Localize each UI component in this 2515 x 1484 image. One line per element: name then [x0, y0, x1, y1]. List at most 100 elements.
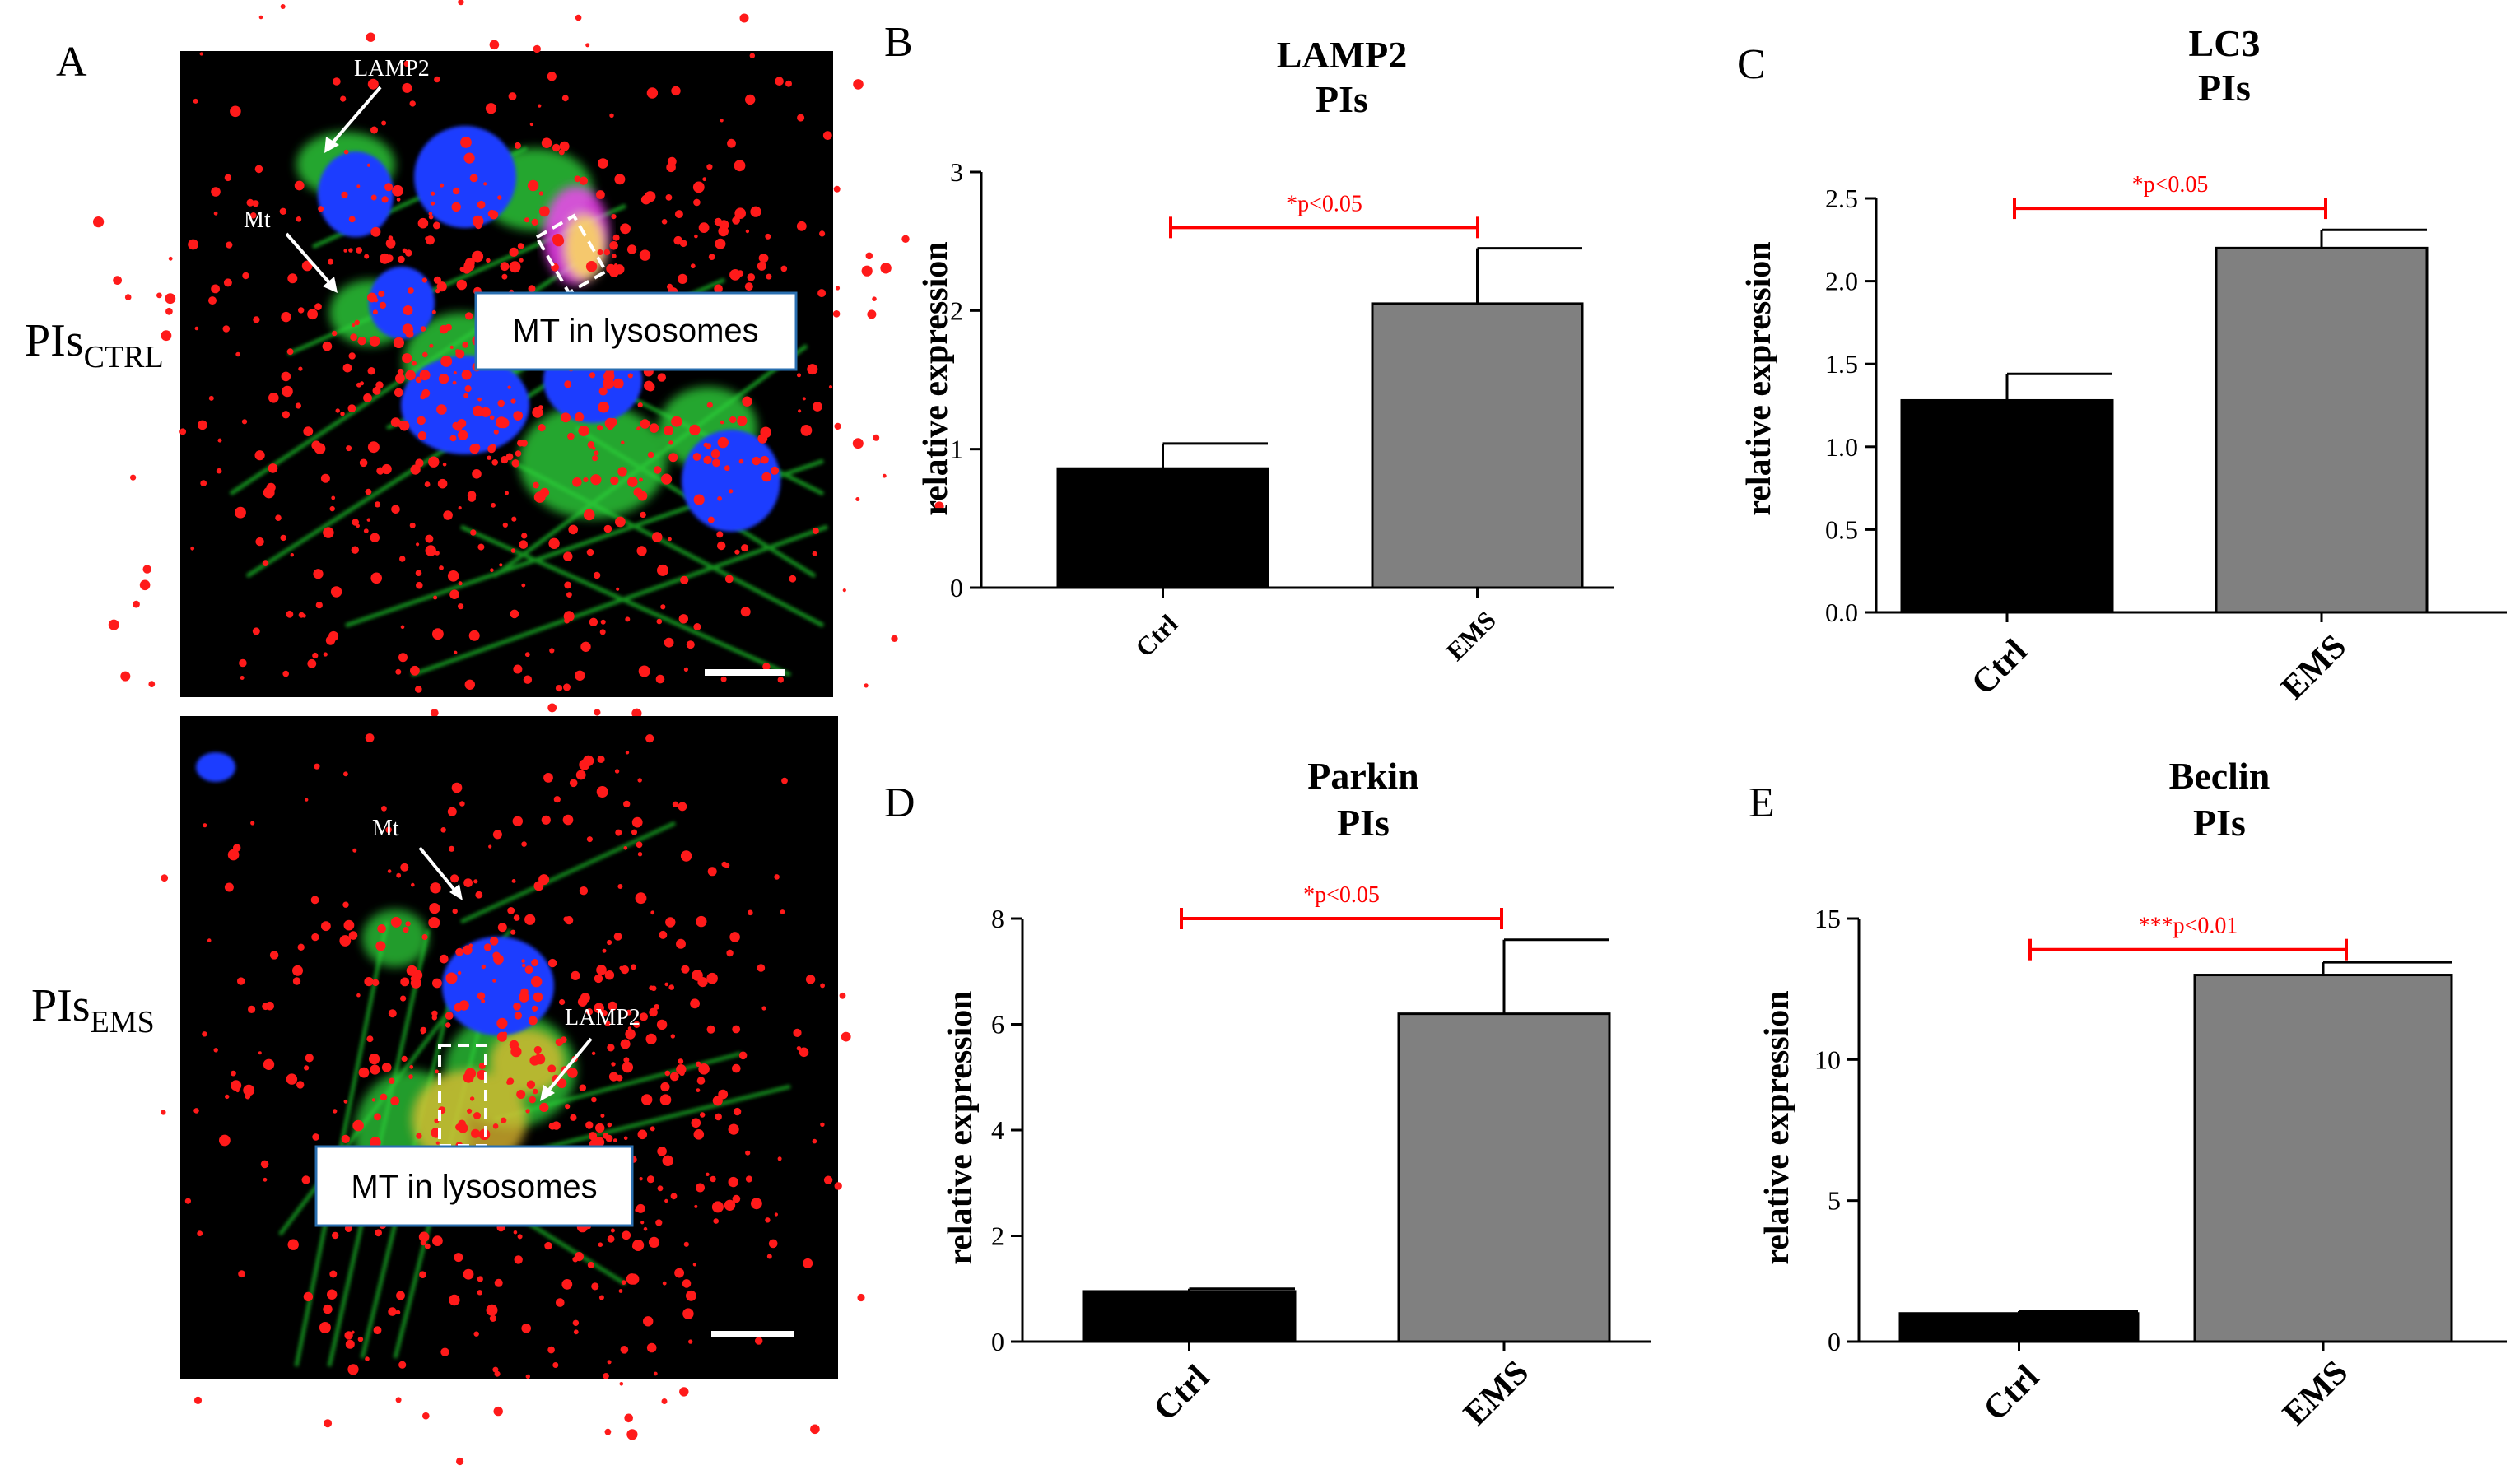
mitochondrion-dot: [525, 1109, 530, 1114]
mitochondrion-dot: [796, 1046, 802, 1051]
mitochondrion-dot: [493, 1406, 503, 1417]
mitochondrion-dot: [245, 1093, 251, 1100]
mitochondrion-dot: [807, 364, 818, 375]
mitochondrion-dot: [566, 592, 572, 598]
mitochondrion-dot: [559, 998, 566, 1006]
mitochondrion-dot: [333, 1109, 338, 1114]
mitochondrion-dot: [517, 1234, 523, 1240]
mitochondrion-dot: [372, 309, 378, 315]
mitochondrion-dot: [463, 393, 469, 398]
mitochondrion-dot: [510, 929, 516, 935]
mitochondrion-dot: [502, 1031, 508, 1036]
mitochondrion-dot: [689, 424, 701, 436]
mitochondrion-dot: [356, 184, 361, 188]
y-tick-label: 0: [991, 1327, 1004, 1356]
mitochondrion-dot: [646, 1342, 657, 1353]
y-tick-label: 8: [991, 904, 1004, 933]
mitochondrion-dot: [539, 1102, 549, 1112]
mitochondrion-dot: [359, 458, 368, 468]
panel-letter: E: [1749, 779, 1775, 826]
mitochondrion-dot: [572, 477, 582, 487]
mitochondrion-dot: [320, 473, 330, 483]
mitochondrion-dot: [343, 149, 349, 155]
mitochondrion-dot: [108, 619, 119, 630]
mitochondrion-dot: [646, 1175, 655, 1184]
mitochondrion-dot: [587, 1262, 594, 1268]
mitochondrion-dot: [617, 467, 627, 477]
mitochondrion-dot: [659, 1094, 672, 1105]
mitochondrion-dot: [762, 663, 771, 671]
mitochondrion-dot: [193, 1396, 203, 1404]
mitochondrion-dot: [529, 1055, 540, 1066]
micrograph-ems: Mt LAMP2 MT in lysosomes: [161, 716, 865, 1466]
mitochondrion-dot: [649, 1007, 658, 1017]
mitochondrion-dot: [296, 216, 302, 222]
mitochondrion-dot: [668, 453, 678, 463]
mitochondrion-dot: [547, 72, 557, 81]
mitochondrion-dot: [547, 1064, 557, 1073]
mitochondrion-dot: [613, 378, 624, 389]
mitochondrion-dot: [120, 671, 131, 682]
mitochondrion-dot: [241, 419, 248, 425]
mitochondrion-dot: [497, 195, 502, 200]
mitochondrion-dot: [433, 276, 442, 284]
mitochondrion-dot: [385, 238, 396, 249]
mitochondrion-dot: [510, 609, 519, 619]
mitochondrion-dot: [737, 416, 748, 426]
mitochondrion-dot: [298, 307, 305, 314]
mitochondrion-dot: [620, 1346, 629, 1354]
mitochondrion-dot: [707, 867, 717, 877]
mitochondrion-dot: [565, 1104, 571, 1110]
mitochondrion-dot: [425, 545, 436, 556]
mitochondrion-dot: [676, 938, 686, 949]
mitochondrion-dot: [832, 310, 841, 318]
mitochondrion-dot: [217, 438, 222, 443]
mitochondrion-dot: [742, 396, 752, 407]
mitochondrion-dot: [190, 546, 195, 551]
mitochondrion-dot: [403, 305, 413, 315]
mitochondrion-dot: [351, 546, 359, 554]
mitochondrion-dot: [415, 570, 422, 576]
mitochondrion-dot: [728, 1123, 739, 1135]
arrow-label-mt: Mt: [372, 816, 399, 841]
mitochondrion-dot: [521, 959, 525, 963]
mitochondrion-dot: [734, 549, 740, 555]
mitochondrion-dot: [496, 1017, 508, 1029]
mitochondrion-dot: [432, 221, 440, 230]
mitochondrion-dot: [521, 963, 526, 968]
mitochondrion-dot: [603, 1373, 609, 1379]
mitochondrion-dot: [318, 206, 324, 212]
mitochondrion-dot: [692, 181, 705, 193]
chart-title-line: LC3: [2189, 22, 2261, 64]
mitochondrion-dot: [748, 909, 753, 916]
mitochondrion-dot: [303, 1291, 314, 1302]
mitochondrion-dot: [789, 575, 797, 583]
mitochondrion-dot: [696, 1183, 705, 1193]
mitochondrion-dot: [539, 487, 550, 498]
mitochondrion-dot: [478, 1062, 486, 1069]
mitochondrion-dot: [242, 272, 249, 280]
mitochondrion-dot: [595, 1123, 605, 1133]
mitochondrion-dot: [313, 569, 324, 579]
mitochondrion-dot: [428, 456, 440, 468]
mitochondrion-dot: [861, 265, 873, 277]
y-tick-label: 4: [991, 1115, 1004, 1145]
mitochondrion-dot: [833, 185, 841, 193]
mitochondrion-dot: [295, 402, 301, 409]
mitochondrion-dot: [733, 1107, 742, 1116]
mitochondrion-dot: [555, 685, 563, 692]
mitochondrion-dot: [307, 658, 317, 668]
mitochondrion-dot: [696, 915, 707, 928]
mitochondrion-dot: [510, 398, 516, 404]
mitochondrion-dot: [508, 92, 517, 100]
mitochondrion-dot: [588, 1132, 598, 1141]
chart-title-line: Beclin: [2169, 755, 2270, 797]
mitochondrion-dot: [411, 882, 415, 887]
mitochondrion-dot: [424, 1243, 431, 1249]
mitochondrion-dot: [842, 588, 846, 593]
mitochondrion-dot: [625, 751, 630, 755]
mitochondrion-dot: [585, 1008, 594, 1016]
row-label-ems-sub: EMS: [91, 1005, 155, 1040]
row-label-ctrl-sub: CTRL: [84, 340, 164, 374]
mitochondrion-dot: [492, 830, 502, 840]
